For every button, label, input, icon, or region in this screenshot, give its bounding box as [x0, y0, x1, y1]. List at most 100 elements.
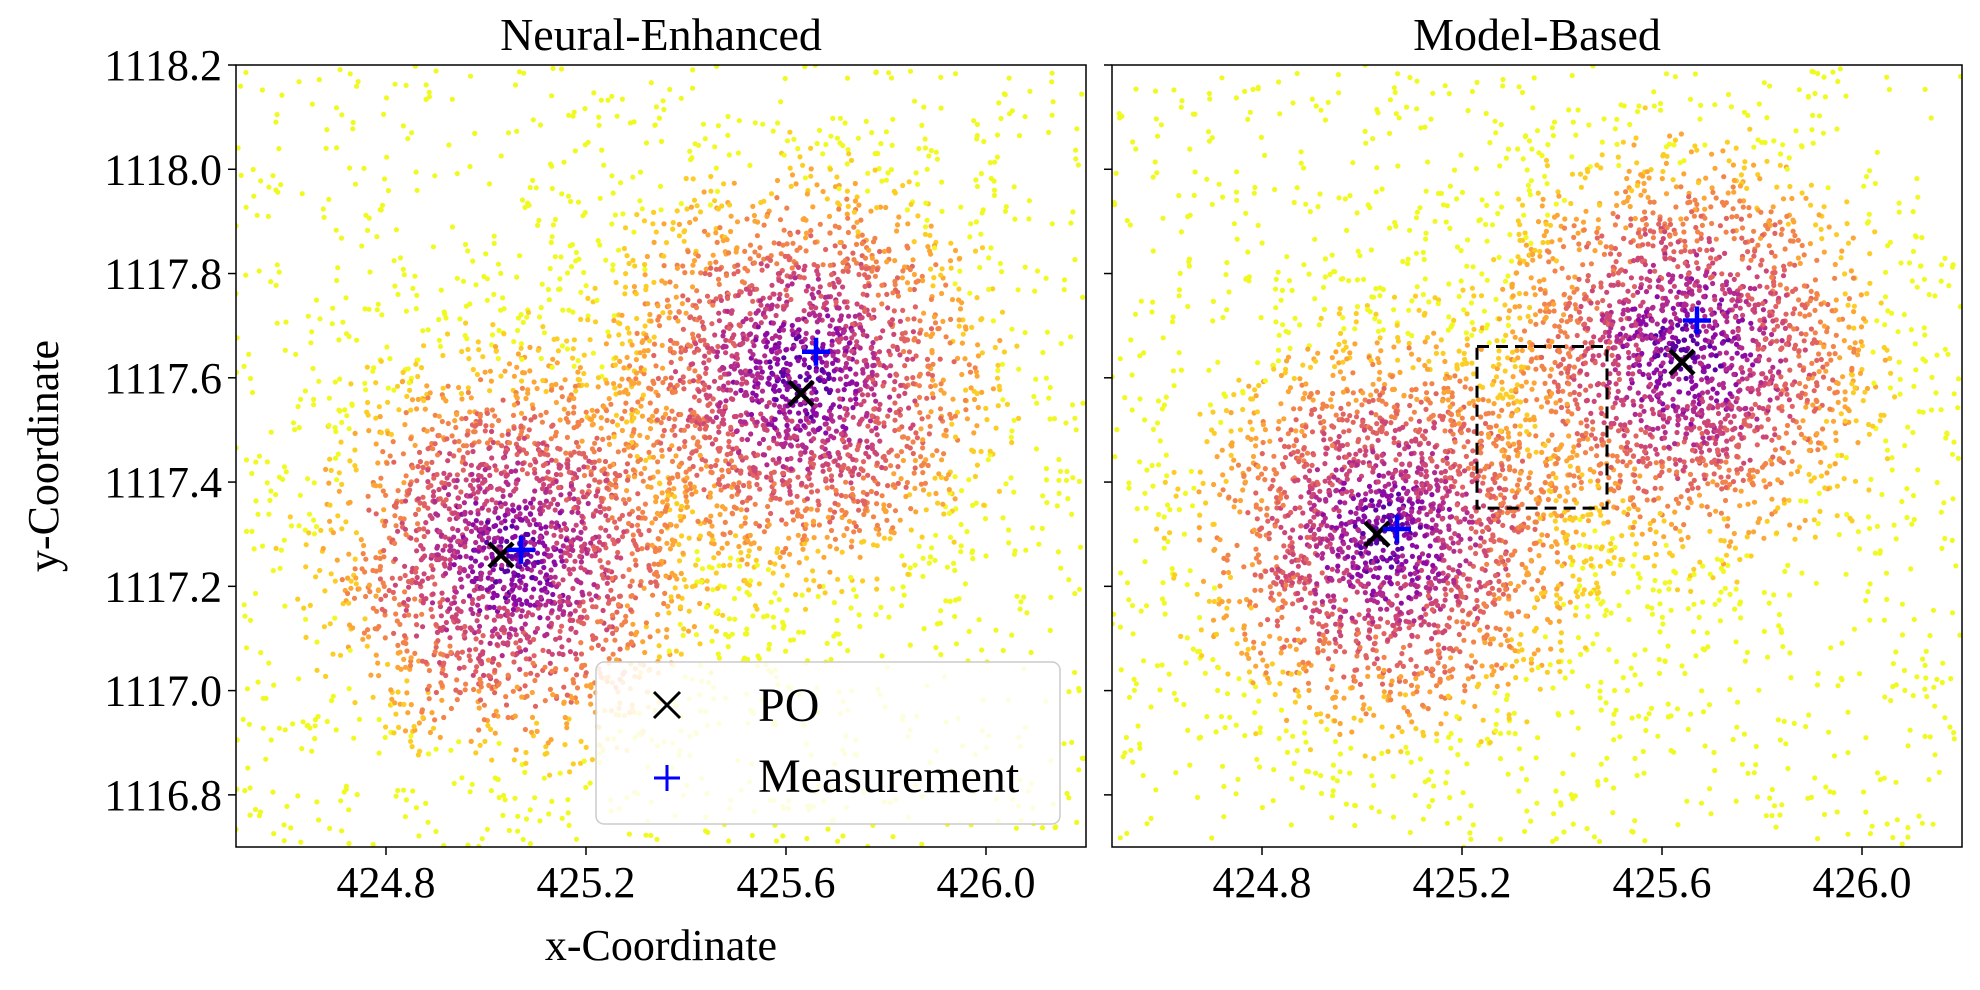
scatter-point: [347, 499, 353, 505]
scatter-point: [423, 96, 429, 102]
scatter-point: [283, 319, 289, 325]
scatter-point: [564, 725, 570, 731]
scatter-point: [511, 373, 517, 379]
scatter-point: [907, 642, 913, 648]
scatter-point: [470, 486, 476, 492]
scatter-point: [316, 77, 322, 83]
scatter-point: [391, 387, 397, 393]
scatter-point: [922, 224, 929, 230]
scatter-point: [686, 628, 692, 634]
scatter-point: [579, 548, 585, 554]
scatter-point: [899, 553, 905, 559]
scatter-point: [879, 282, 885, 288]
scatter-point: [1029, 525, 1036, 531]
scatter-point: [535, 347, 541, 353]
scatter-point: [616, 247, 622, 253]
scatter-point: [388, 431, 394, 437]
scatter-point: [626, 511, 633, 517]
scatter-point: [756, 545, 763, 552]
scatter-point: [843, 381, 849, 387]
scatter-point: [251, 193, 257, 199]
scatter-point: [491, 291, 497, 297]
scatter-point: [476, 843, 482, 847]
scatter-point: [437, 604, 444, 610]
scatter-point: [339, 526, 345, 532]
scatter-point: [339, 481, 345, 487]
scatter-point: [723, 398, 729, 404]
scatter-point: [654, 583, 660, 589]
scatter-point: [438, 287, 444, 293]
scatter-point: [1047, 627, 1053, 634]
scatter-point: [979, 389, 985, 395]
scatter-point: [501, 792, 507, 799]
scatter-point: [958, 521, 964, 528]
scatter-point: [382, 734, 388, 741]
scatter-point: [924, 166, 930, 172]
scatter-point: [685, 423, 691, 429]
scatter-point: [402, 498, 409, 504]
scatter-point: [498, 270, 504, 276]
scatter-point: [622, 291, 628, 297]
scatter-point: [365, 493, 371, 499]
scatter-point: [935, 326, 941, 332]
scatter-point: [451, 453, 457, 459]
scatter-point: [555, 501, 561, 507]
scatter-point: [320, 545, 326, 552]
scatter-point: [694, 549, 700, 555]
scatter-point: [893, 371, 899, 377]
scatter-point: [644, 545, 650, 551]
scatter-point: [815, 593, 821, 600]
scatter-point: [530, 177, 536, 183]
scatter-point: [519, 601, 525, 607]
scatter-point: [557, 635, 563, 641]
scatter-point: [655, 611, 661, 618]
scatter-point: [1021, 594, 1027, 600]
scatter-point: [589, 645, 595, 651]
scatter-point: [430, 725, 437, 731]
scatter-point: [869, 268, 875, 274]
scatter-point: [404, 393, 410, 399]
scatter-point: [831, 284, 838, 290]
scatter-point: [613, 495, 619, 501]
scatter-point: [787, 442, 794, 448]
scatter-point: [1014, 593, 1020, 599]
scatter-point: [865, 392, 871, 398]
scatter-point: [1046, 129, 1052, 135]
scatter-point: [597, 503, 603, 510]
scatter-point: [500, 640, 506, 646]
scatter-point: [303, 564, 309, 570]
scatter-point: [810, 427, 816, 433]
scatter-point: [373, 511, 379, 517]
scatter-point: [431, 489, 437, 495]
scatter-point: [694, 472, 700, 478]
scatter-point: [862, 308, 868, 314]
scatter-point: [612, 470, 618, 477]
scatter-point: [784, 138, 791, 144]
scatter-point: [407, 481, 413, 488]
scatter-point: [866, 454, 872, 460]
scatter-point: [747, 256, 753, 262]
scatter-point: [217, 527, 222, 532]
scatter-point: [728, 424, 734, 430]
scatter-point: [552, 574, 558, 580]
scatter-point: [559, 623, 565, 629]
scatter-point: [864, 438, 870, 444]
scatter-point: [533, 185, 539, 191]
scatter-point: [907, 565, 913, 571]
scatter-point: [474, 664, 480, 670]
scatter-point: [513, 747, 519, 753]
scatter-point: [383, 95, 390, 101]
scatter-point: [802, 449, 808, 455]
scatter-point: [718, 374, 724, 381]
scatter-point: [446, 142, 452, 148]
scatter-point: [695, 557, 701, 563]
scatter-point: [734, 351, 740, 357]
scatter-point: [436, 432, 442, 439]
scatter-point: [839, 437, 846, 443]
scatter-point: [671, 486, 677, 492]
scatter-point: [494, 486, 501, 492]
scatter-point: [648, 386, 654, 392]
scatter-point: [309, 748, 315, 754]
scatter-point: [901, 592, 907, 598]
scatter-point: [347, 647, 353, 653]
